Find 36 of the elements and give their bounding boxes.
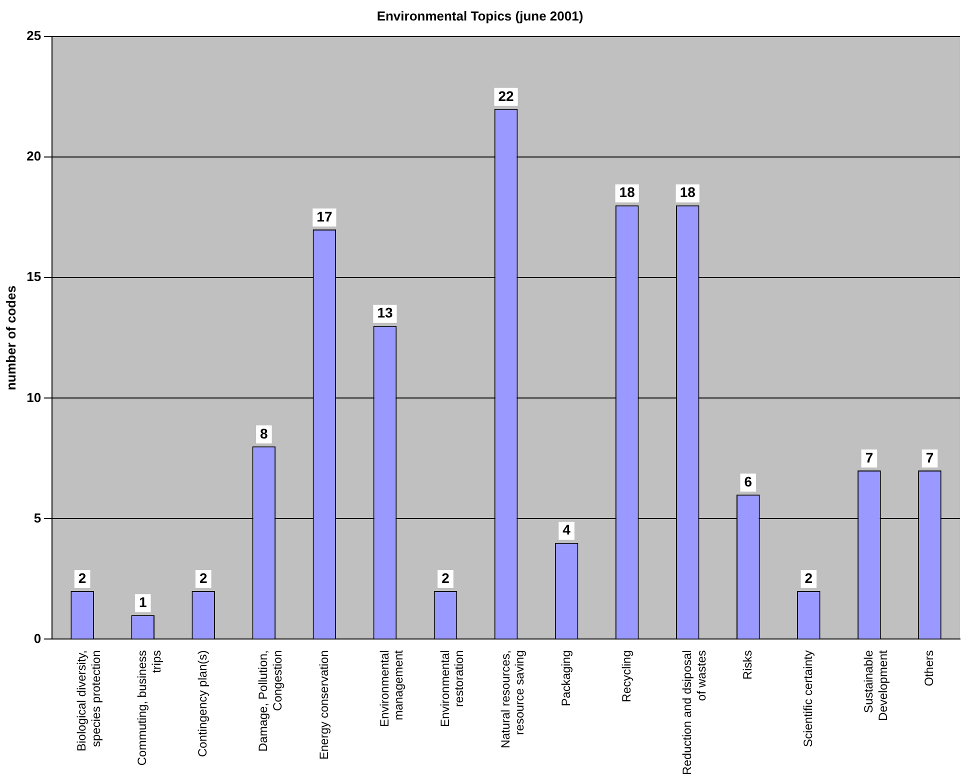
data-label: 13 <box>377 304 393 321</box>
y-tick-label: 0 <box>34 630 42 646</box>
x-tick-label: Contingency plan(s) <box>196 650 210 757</box>
data-label: 4 <box>562 522 571 538</box>
y-axis-title: number of codes <box>3 286 18 390</box>
x-tick-label: Energy conservation <box>316 650 331 760</box>
data-label: 2 <box>78 570 86 586</box>
chart-title: Environmental Topics (june 2001) <box>376 8 584 24</box>
data-label: 7 <box>926 449 934 466</box>
data-label: 2 <box>804 570 813 586</box>
y-tick-label: 5 <box>34 510 42 526</box>
y-tick-label: 15 <box>26 269 42 284</box>
x-tick-label: Recycling <box>619 650 634 702</box>
data-label: 17 <box>316 208 332 224</box>
data-label: 22 <box>498 88 514 104</box>
data-label: 6 <box>744 473 752 490</box>
y-tick-label: 10 <box>26 390 42 405</box>
x-tick-label: Commuting, business trips <box>135 650 164 766</box>
x-tick-label: Environmental management <box>377 650 406 727</box>
y-tick-label: 25 <box>26 28 42 44</box>
x-tick-label: Scientific certainty <box>800 650 815 747</box>
data-label: 18 <box>680 184 696 200</box>
x-tick-label: Damage, Pollution, Congestion <box>256 650 285 752</box>
x-tick-label: Risks <box>740 650 754 680</box>
x-tick-label: Sustainable Development <box>862 650 890 721</box>
data-label: 7 <box>865 449 874 466</box>
data-label: 2 <box>199 570 208 586</box>
y-tick-label: 20 <box>26 148 42 164</box>
data-label: 18 <box>619 184 636 200</box>
x-tick-label: Biological diversity, species protection <box>74 650 104 752</box>
x-tick-label: Packaging <box>558 650 573 706</box>
x-tick-label: Reduction and dsiposal of wastes <box>680 650 708 776</box>
data-label: 1 <box>138 594 147 610</box>
data-label: 8 <box>260 425 268 442</box>
x-tick-label: Others <box>922 650 936 686</box>
data-label: 2 <box>442 570 450 586</box>
